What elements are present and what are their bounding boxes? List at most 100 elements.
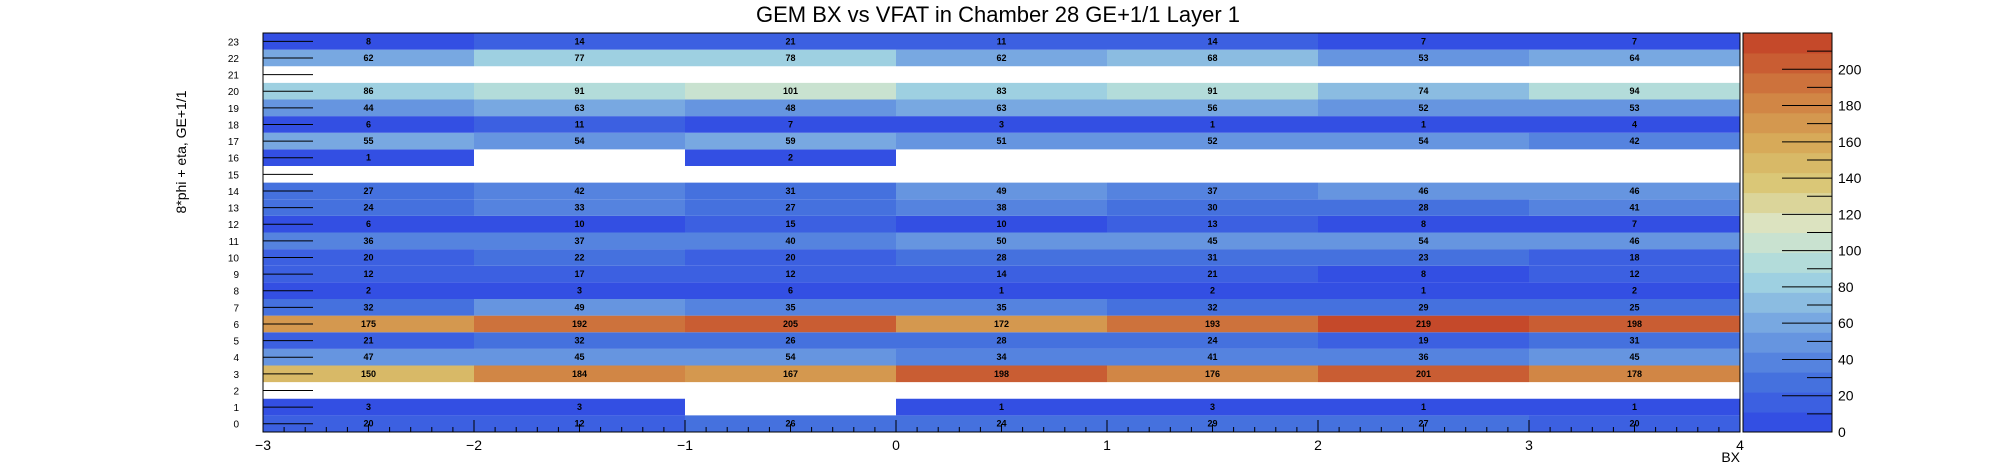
cell-value-label: 35 bbox=[996, 302, 1006, 312]
heatmap-cell bbox=[1529, 348, 1740, 366]
heatmap-cell bbox=[263, 299, 474, 316]
cell-value-label: 17 bbox=[574, 269, 584, 279]
color-bar-tick-label: 120 bbox=[1838, 206, 1862, 222]
heatmap-cell bbox=[896, 33, 1107, 50]
heatmap-cell bbox=[1318, 299, 1529, 316]
cell-value-label: 1 bbox=[1632, 402, 1637, 412]
heatmap-cell bbox=[1318, 348, 1529, 366]
heatmap-cell bbox=[896, 249, 1107, 266]
x-tick-label: 0 bbox=[892, 437, 900, 453]
heatmap-cell bbox=[1318, 132, 1529, 150]
cell-value-label: 53 bbox=[1418, 53, 1428, 63]
color-bar-tick-label: 100 bbox=[1838, 243, 1862, 259]
y-tick-label: 12 bbox=[228, 220, 240, 231]
cell-value-label: 53 bbox=[1629, 103, 1639, 113]
heatmap-cell bbox=[1107, 232, 1318, 250]
y-tick-label: 14 bbox=[228, 187, 240, 198]
cell-value-label: 22 bbox=[574, 252, 584, 262]
cell-value-label: 7 bbox=[1632, 36, 1637, 46]
y-tick-label: 7 bbox=[233, 303, 239, 314]
heatmap-cell bbox=[1529, 249, 1740, 266]
cell-value-label: 32 bbox=[1207, 302, 1217, 312]
heatmap-cell bbox=[1318, 199, 1529, 216]
cell-value-label: 21 bbox=[785, 36, 795, 46]
x-tick-label: 3 bbox=[1525, 437, 1533, 453]
cell-value-label: 21 bbox=[363, 336, 373, 346]
cell-value-label: 7 bbox=[1421, 36, 1426, 46]
color-bar-segment bbox=[1743, 52, 1832, 74]
heatmap-cell bbox=[474, 398, 685, 416]
cell-value-label: 20 bbox=[1629, 419, 1639, 429]
cell-value-label: 175 bbox=[361, 319, 376, 329]
cell-value-label: 2 bbox=[1632, 286, 1637, 296]
cell-value-label: 1 bbox=[1421, 402, 1426, 412]
heatmap-cell bbox=[896, 282, 1107, 299]
cell-value-label: 42 bbox=[1629, 136, 1639, 146]
cell-value-label: 19 bbox=[1418, 336, 1428, 346]
cell-value-label: 2 bbox=[366, 286, 371, 296]
heatmap-cell bbox=[685, 149, 896, 166]
color-bar-segment bbox=[1743, 252, 1832, 273]
color-bar-segment bbox=[1743, 33, 1832, 54]
color-bar-tick-label: 200 bbox=[1838, 61, 1862, 77]
cell-value-label: 8 bbox=[1421, 219, 1426, 229]
cell-value-label: 29 bbox=[1207, 419, 1217, 429]
y-tick-label: 19 bbox=[228, 104, 240, 115]
heatmap-cell bbox=[263, 398, 474, 416]
heatmap-cell bbox=[1318, 365, 1529, 383]
cell-value-label: 91 bbox=[1207, 86, 1217, 96]
heatmap-cell bbox=[1107, 348, 1318, 366]
cell-value-label: 86 bbox=[363, 86, 373, 96]
heatmap-cell bbox=[474, 116, 685, 133]
cell-value-label: 62 bbox=[363, 53, 373, 63]
heatmap-cell bbox=[474, 49, 685, 67]
heatmap-cell bbox=[1318, 282, 1529, 299]
color-bar-segment bbox=[1743, 272, 1832, 293]
cell-value-label: 63 bbox=[574, 103, 584, 113]
cell-value-label: 41 bbox=[1207, 352, 1217, 362]
cell-value-label: 192 bbox=[572, 319, 587, 329]
heatmap-cell bbox=[896, 332, 1107, 349]
cell-value-label: 28 bbox=[996, 252, 1006, 262]
color-bar-segment bbox=[1743, 172, 1832, 194]
heatmap-cell bbox=[474, 82, 685, 100]
cell-value-label: 54 bbox=[1418, 236, 1428, 246]
color-bar-segment bbox=[1743, 232, 1832, 253]
heatmap-cell bbox=[685, 348, 896, 366]
heatmap-cell bbox=[263, 49, 474, 67]
color-bar-segment bbox=[1743, 292, 1832, 313]
heatmap-cell bbox=[474, 332, 685, 349]
cell-value-label: 94 bbox=[1629, 86, 1639, 96]
heatmap-cell bbox=[474, 232, 685, 250]
cell-value-label: 24 bbox=[996, 419, 1006, 429]
y-tick-label: 2 bbox=[233, 386, 239, 397]
heatmap-cell bbox=[685, 365, 896, 383]
heatmap-cell bbox=[1529, 199, 1740, 216]
cell-value-label: 201 bbox=[1416, 369, 1431, 379]
cell-value-label: 3 bbox=[1210, 402, 1215, 412]
cell-value-label: 198 bbox=[994, 369, 1009, 379]
y-tick-label: 6 bbox=[233, 320, 239, 331]
cell-value-label: 46 bbox=[1629, 236, 1639, 246]
heatmap-cell bbox=[1107, 282, 1318, 299]
heatmap-cell bbox=[474, 132, 685, 150]
cell-value-label: 12 bbox=[785, 269, 795, 279]
heatmap-cell bbox=[1318, 99, 1529, 117]
heatmap-cell bbox=[1318, 315, 1529, 333]
color-bar-tick-label: 180 bbox=[1838, 98, 1862, 114]
cell-value-label: 91 bbox=[574, 86, 584, 96]
y-tick-label: 17 bbox=[228, 137, 240, 148]
color-bar: 0 20 40 60 80 100 120 140 160 180 200 bbox=[1742, 32, 1862, 440]
x-tick-label: 1 bbox=[1103, 437, 1111, 453]
heatmap-cell bbox=[1318, 265, 1529, 283]
cell-value-label: 27 bbox=[363, 186, 373, 196]
color-bar-segment bbox=[1743, 312, 1832, 333]
cell-value-label: 3 bbox=[577, 402, 582, 412]
heatmap-cell bbox=[474, 265, 685, 283]
cell-value-label: 54 bbox=[785, 352, 795, 362]
heatmap-cell bbox=[1529, 132, 1740, 150]
cell-value-label: 52 bbox=[1418, 103, 1428, 113]
cell-value-label: 44 bbox=[363, 103, 373, 113]
heatmap-cell bbox=[896, 82, 1107, 100]
y-axis-title: 8*phi + eta, GE+1/1 bbox=[173, 90, 189, 213]
